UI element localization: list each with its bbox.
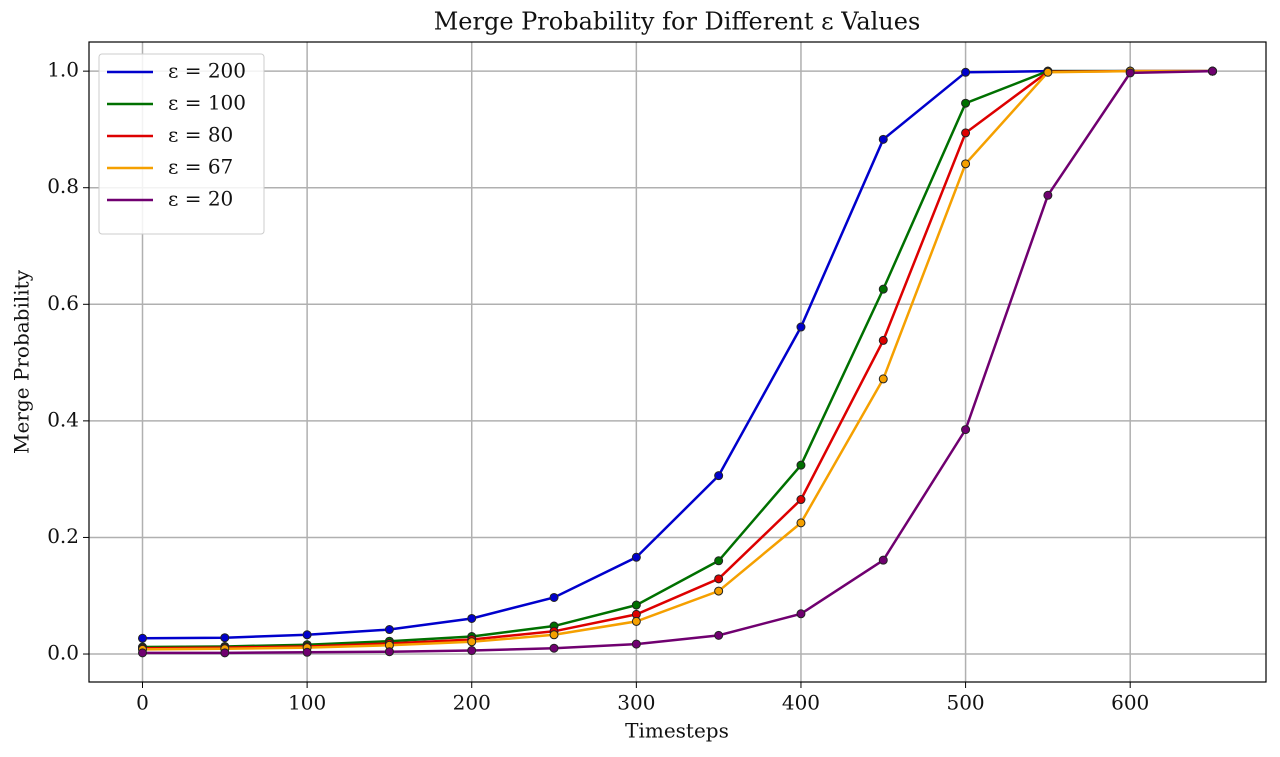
point <box>878 284 888 294</box>
series-line <box>142 69 1213 651</box>
legend-label: ε = 20 <box>168 187 233 211</box>
point <box>796 495 806 505</box>
x-tick-label: 200 <box>453 691 491 715</box>
point <box>384 625 394 635</box>
series-line <box>142 69 1213 649</box>
point <box>796 322 806 332</box>
point <box>467 613 477 623</box>
point <box>631 616 641 626</box>
y-axis-label: Merge Probability <box>10 269 34 454</box>
legend-label: ε = 200 <box>168 59 246 83</box>
point <box>549 592 559 602</box>
point <box>138 633 147 643</box>
point <box>796 460 806 470</box>
point <box>631 639 641 649</box>
point <box>796 518 806 528</box>
point <box>1208 66 1217 76</box>
point <box>220 633 230 643</box>
y-tick-label: 0.8 <box>47 174 79 198</box>
point <box>714 630 724 640</box>
point <box>549 630 559 640</box>
point <box>138 648 147 658</box>
x-tick-label: 100 <box>288 691 326 715</box>
point <box>714 586 724 596</box>
x-tick-label: 500 <box>946 691 984 715</box>
series-line <box>142 69 1213 640</box>
point <box>1125 68 1135 78</box>
x-tick-label: 300 <box>617 691 655 715</box>
series-line <box>142 69 1213 655</box>
x-tick-label: 0 <box>136 691 149 715</box>
series-line <box>142 69 1213 650</box>
point <box>714 556 724 566</box>
point <box>631 552 641 562</box>
x-tick-label: 600 <box>1111 691 1149 715</box>
point <box>220 648 230 658</box>
point <box>1043 190 1053 200</box>
legend-box <box>98 53 265 235</box>
point <box>549 643 559 653</box>
point <box>631 600 641 610</box>
y-tick-label: 0.6 <box>47 291 79 315</box>
point <box>302 630 312 640</box>
x-axis-label: Timesteps <box>625 719 729 743</box>
plot-frame <box>88 41 1267 683</box>
y-tick-label: 1.0 <box>47 58 79 82</box>
y-tick-label: 0.0 <box>47 641 79 665</box>
point <box>878 374 888 384</box>
point <box>467 646 477 656</box>
legend-label: ε = 67 <box>168 155 233 179</box>
point <box>961 425 971 435</box>
point <box>961 128 971 138</box>
point <box>302 647 312 657</box>
chart-title: Merge Probability for Different ε Values <box>434 8 921 36</box>
y-tick-label: 0.4 <box>47 407 79 431</box>
point <box>878 335 888 345</box>
point <box>467 637 477 647</box>
point <box>1043 67 1053 77</box>
point <box>384 647 394 657</box>
point <box>714 471 724 481</box>
legend-label: ε = 80 <box>168 123 233 147</box>
point <box>961 67 971 77</box>
legend: ε = 200 ε = 100 ε = 80 ε = 67 ε = 20 <box>98 53 265 235</box>
legend-label: ε = 100 <box>168 91 246 115</box>
point <box>961 159 971 169</box>
point <box>796 609 806 619</box>
x-tick-label: 400 <box>782 691 820 715</box>
point <box>714 574 724 584</box>
point <box>878 555 888 565</box>
point <box>961 98 971 108</box>
point <box>878 134 888 144</box>
y-tick-label: 0.2 <box>47 524 79 548</box>
